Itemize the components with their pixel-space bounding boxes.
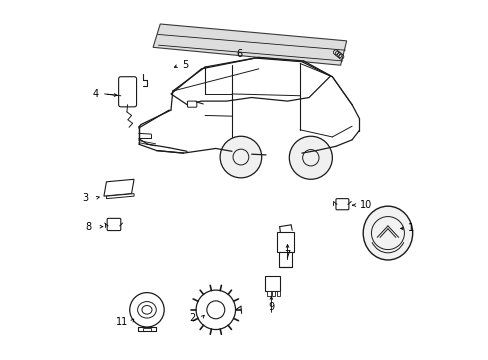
FancyBboxPatch shape [271, 291, 275, 296]
FancyBboxPatch shape [119, 77, 136, 107]
Polygon shape [153, 24, 346, 65]
FancyBboxPatch shape [276, 232, 293, 252]
Polygon shape [106, 194, 134, 199]
Text: 4: 4 [92, 89, 99, 99]
FancyBboxPatch shape [335, 199, 348, 210]
Ellipse shape [363, 206, 412, 260]
Text: 10: 10 [360, 200, 372, 210]
Circle shape [289, 136, 332, 179]
Text: 5: 5 [182, 60, 188, 70]
Text: 8: 8 [85, 222, 91, 231]
Circle shape [196, 290, 235, 329]
Text: 1: 1 [407, 224, 413, 233]
Circle shape [206, 301, 224, 319]
Text: 7: 7 [284, 250, 290, 260]
FancyBboxPatch shape [267, 291, 270, 296]
Circle shape [129, 293, 164, 327]
Text: 3: 3 [81, 193, 88, 203]
Text: 2: 2 [189, 313, 195, 323]
FancyBboxPatch shape [278, 252, 291, 267]
FancyBboxPatch shape [276, 291, 280, 296]
Polygon shape [104, 179, 134, 196]
FancyBboxPatch shape [187, 101, 196, 107]
Text: 9: 9 [268, 302, 274, 312]
Text: 11: 11 [116, 317, 128, 327]
FancyBboxPatch shape [107, 219, 121, 230]
FancyBboxPatch shape [142, 328, 151, 331]
Circle shape [220, 136, 261, 178]
Text: 6: 6 [236, 49, 242, 59]
FancyBboxPatch shape [265, 276, 279, 291]
